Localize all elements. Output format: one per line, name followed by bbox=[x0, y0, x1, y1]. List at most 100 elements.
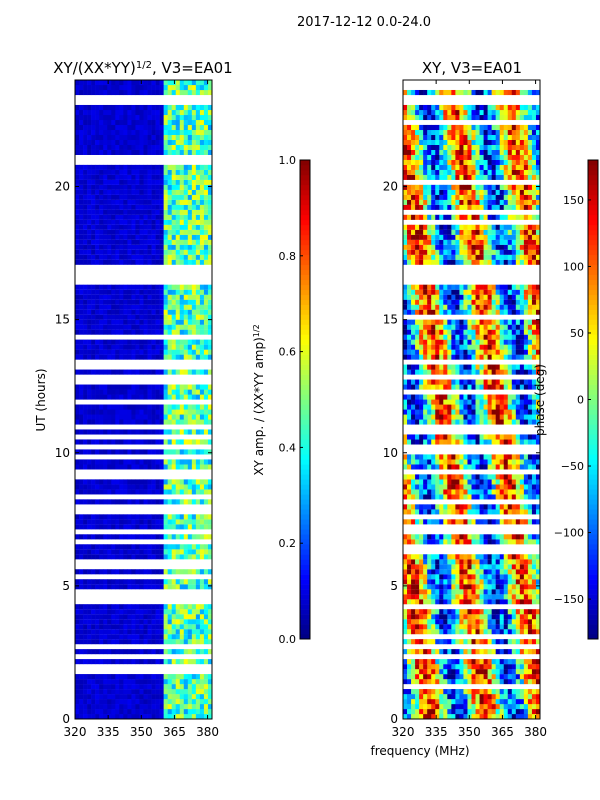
heatmap-cell bbox=[423, 474, 428, 480]
heatmap-cell bbox=[127, 354, 132, 360]
heatmap-cell bbox=[503, 639, 509, 645]
heatmap-cell bbox=[407, 569, 412, 575]
heatmap-cell bbox=[191, 284, 197, 290]
heatmap-cell bbox=[479, 509, 484, 515]
heatmap-cell bbox=[139, 294, 144, 300]
heatmap-cell bbox=[171, 109, 177, 116]
heatmap-cell bbox=[415, 714, 420, 720]
heatmap-cell bbox=[111, 579, 116, 585]
heatmap-cell bbox=[535, 709, 541, 715]
heatmap-cell bbox=[135, 699, 140, 705]
heatmap-cell bbox=[415, 659, 420, 665]
heatmap-cell bbox=[127, 609, 132, 615]
heatmap-cell bbox=[207, 224, 213, 230]
heatmap-cell bbox=[487, 709, 492, 715]
heatmap-cell bbox=[115, 674, 120, 680]
heatmap-cell bbox=[495, 694, 501, 700]
heatmap-cell bbox=[163, 124, 168, 131]
heatmap-cell bbox=[467, 589, 472, 595]
heatmap-cell bbox=[475, 619, 480, 625]
heatmap-cell bbox=[523, 674, 529, 680]
heatmap-cell bbox=[139, 414, 144, 420]
heatmap-cell bbox=[467, 669, 472, 675]
heatmap-cell bbox=[111, 629, 116, 635]
heatmap-cell bbox=[451, 639, 456, 645]
heatmap-cell bbox=[183, 84, 189, 91]
heatmap-cell bbox=[127, 314, 132, 320]
heatmap-cell bbox=[203, 314, 209, 320]
heatmap-cell bbox=[411, 489, 416, 495]
colorbar-segment bbox=[300, 424, 310, 430]
heatmap-cell bbox=[203, 249, 209, 255]
heatmap-cell bbox=[147, 629, 152, 635]
heatmap-cell bbox=[203, 84, 209, 91]
heatmap-cell bbox=[191, 194, 197, 200]
heatmap-cell bbox=[79, 109, 84, 116]
heatmap-cell bbox=[103, 329, 108, 335]
heatmap-cell bbox=[403, 679, 408, 685]
heatmap-cell bbox=[195, 409, 201, 415]
heatmap-cell bbox=[107, 249, 112, 255]
heatmap-cell bbox=[427, 689, 432, 695]
heatmap-cell bbox=[91, 629, 96, 635]
heatmap-cell bbox=[459, 519, 464, 525]
heatmap-cell bbox=[403, 384, 408, 390]
heatmap-cell bbox=[115, 354, 120, 360]
heatmap-cell bbox=[83, 604, 88, 610]
heatmap-cell bbox=[155, 299, 160, 305]
heatmap-cell bbox=[127, 519, 132, 525]
heatmap-cell bbox=[475, 579, 480, 585]
heatmap-cell bbox=[111, 634, 116, 640]
heatmap-cell bbox=[111, 489, 116, 495]
heatmap-cell bbox=[427, 699, 432, 705]
heatmap-cell bbox=[83, 169, 88, 175]
heatmap-cell bbox=[487, 714, 492, 720]
heatmap-cell bbox=[103, 169, 108, 175]
heatmap-cell bbox=[187, 484, 193, 490]
heatmap-cell bbox=[107, 694, 112, 700]
heatmap-cell bbox=[99, 104, 104, 111]
heatmap-cell bbox=[123, 619, 128, 625]
heatmap-cell bbox=[139, 119, 144, 126]
heatmap-cell bbox=[115, 319, 120, 325]
heatmap-cell bbox=[443, 669, 448, 675]
heatmap-cell bbox=[471, 704, 476, 710]
heatmap-cell bbox=[179, 104, 185, 111]
heatmap-cell bbox=[507, 489, 513, 495]
heatmap-cell bbox=[99, 119, 104, 126]
heatmap-cell bbox=[191, 234, 197, 240]
heatmap-cell bbox=[107, 674, 112, 680]
heatmap-cell bbox=[135, 344, 140, 350]
heatmap-cell bbox=[159, 554, 164, 560]
heatmap-cell bbox=[107, 479, 112, 485]
heatmap-cell bbox=[115, 219, 120, 225]
heatmap-cell bbox=[139, 634, 144, 640]
heatmap-cell bbox=[455, 454, 460, 460]
heatmap-cell bbox=[103, 109, 108, 116]
heatmap-cell bbox=[535, 669, 541, 675]
heatmap-cell bbox=[79, 709, 84, 715]
heatmap-cell bbox=[415, 479, 420, 485]
heatmap-cell bbox=[407, 414, 412, 420]
heatmap-cell bbox=[135, 614, 140, 620]
heatmap-cell bbox=[411, 689, 416, 695]
heatmap-cell bbox=[167, 304, 173, 310]
heatmap-cell bbox=[195, 699, 201, 705]
heatmap-cell bbox=[483, 599, 488, 605]
heatmap-cell bbox=[175, 329, 181, 335]
heatmap-cell bbox=[167, 639, 173, 645]
heatmap-cell bbox=[423, 589, 428, 595]
heatmap-cell bbox=[135, 674, 140, 680]
heatmap-cell bbox=[195, 514, 201, 520]
heatmap-cell bbox=[103, 294, 108, 300]
heatmap-cell bbox=[127, 429, 132, 435]
heatmap-cell bbox=[87, 714, 92, 720]
heatmap-cell bbox=[107, 189, 112, 195]
heatmap-cell bbox=[179, 674, 185, 680]
heatmap-cell bbox=[463, 674, 468, 680]
heatmap-cell bbox=[131, 584, 136, 590]
heatmap-cell bbox=[179, 409, 185, 415]
heatmap-cell bbox=[431, 704, 436, 710]
heatmap-cell bbox=[179, 244, 185, 250]
heatmap-cell bbox=[139, 104, 144, 111]
